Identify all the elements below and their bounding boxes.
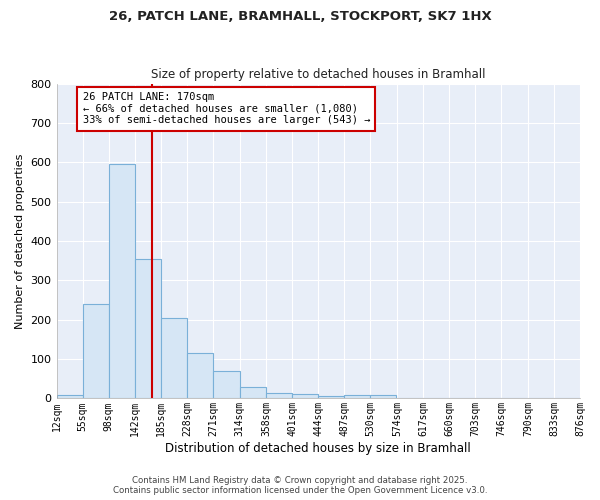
Text: Contains HM Land Registry data © Crown copyright and database right 2025.
Contai: Contains HM Land Registry data © Crown c… [113,476,487,495]
Bar [136,258,161,398]
Title: Size of property relative to detached houses in Bramhall: Size of property relative to detached ho… [151,68,485,81]
Bar [187,353,214,399]
Text: 26 PATCH LANE: 170sqm
← 66% of detached houses are smaller (1,080)
33% of semi-d: 26 PATCH LANE: 170sqm ← 66% of detached … [83,92,370,126]
Bar [214,371,239,398]
Bar [370,396,397,398]
X-axis label: Distribution of detached houses by size in Bramhall: Distribution of detached houses by size … [166,442,471,455]
Bar [239,388,266,398]
Bar [109,164,134,398]
Bar [83,304,109,398]
Bar [56,396,83,398]
Bar [318,396,344,398]
Bar [161,318,187,398]
Bar [344,396,370,398]
Text: 26, PATCH LANE, BRAMHALL, STOCKPORT, SK7 1HX: 26, PATCH LANE, BRAMHALL, STOCKPORT, SK7… [109,10,491,23]
Bar [266,392,292,398]
Bar [292,394,318,398]
Y-axis label: Number of detached properties: Number of detached properties [15,154,25,328]
